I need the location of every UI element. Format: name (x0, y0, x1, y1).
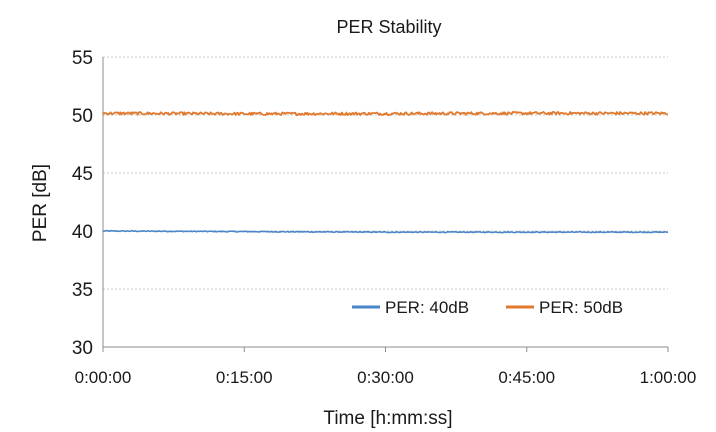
x-tick-label: 0:45:00 (498, 368, 555, 387)
series-line-2 (102, 111, 669, 117)
y-tick-label: 50 (72, 106, 93, 127)
x-axis-label: Time [h:mm:ss] (323, 408, 452, 429)
y-tick-label: 35 (72, 280, 93, 301)
y-axis-label: PER [dB] (30, 164, 51, 242)
legend-label-1: PER: 40dB (385, 298, 469, 317)
series-line-1 (102, 229, 669, 234)
x-tick-label: 0:15:00 (216, 368, 273, 387)
y-tick-label: 55 (72, 48, 93, 69)
y-tick-labels: 30 35 40 45 50 55 (72, 48, 93, 359)
y-tick-label: 30 (72, 338, 93, 359)
x-tick-label: 1:00:00 (640, 368, 697, 387)
y-tick-label: 45 (72, 164, 93, 185)
gridlines (103, 56, 668, 290)
x-tick-label: 0:30:00 (357, 368, 414, 387)
y-tick-label: 40 (72, 222, 93, 243)
x-tick-labels: 0:00:00 0:15:00 0:30:00 0:45:00 1:00:00 (75, 368, 697, 387)
data-series (102, 111, 669, 234)
legend: PER: 40dB PER: 50dB (352, 298, 623, 317)
x-tick-label: 0:00:00 (75, 368, 132, 387)
legend-label-2: PER: 50dB (539, 298, 623, 317)
chart-title: PER Stability (336, 17, 441, 37)
axes (102, 57, 669, 352)
